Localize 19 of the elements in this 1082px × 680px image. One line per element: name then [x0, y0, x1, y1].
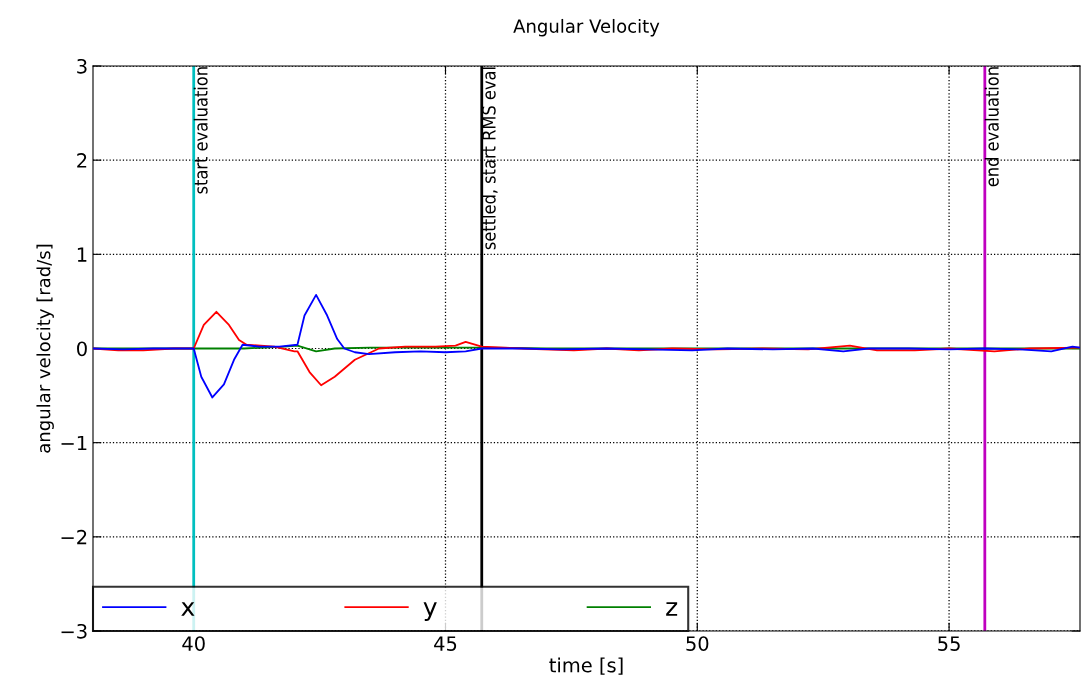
- legend-label: x: [181, 602, 195, 616]
- x-axis-title: time [s]: [549, 657, 623, 675]
- y-tick-label: 2: [77, 153, 87, 168]
- ref-line-label: start evaluation: [193, 67, 208, 194]
- x-tick-label: 55: [938, 636, 960, 651]
- legend-label: z: [666, 602, 678, 616]
- y-tick-label: −1: [61, 435, 87, 451]
- x-tick-label: 45: [434, 636, 457, 651]
- y-tick-label: 0: [77, 341, 87, 357]
- y-tick-label: −3: [61, 623, 87, 639]
- y-tick-label: −2: [61, 529, 87, 545]
- ref-line-label: end evaluation: [984, 67, 999, 187]
- legend-label: y: [423, 602, 437, 621]
- chart-title: Angular Velocity: [513, 18, 660, 37]
- x-tick-label: 40: [182, 636, 205, 651]
- y-tick-label: 3: [77, 58, 87, 74]
- x-tick-label: 50: [686, 636, 709, 651]
- y-tick-label: 1: [77, 247, 87, 262]
- y-axis-title: angular velocity [rad/s]: [36, 244, 54, 453]
